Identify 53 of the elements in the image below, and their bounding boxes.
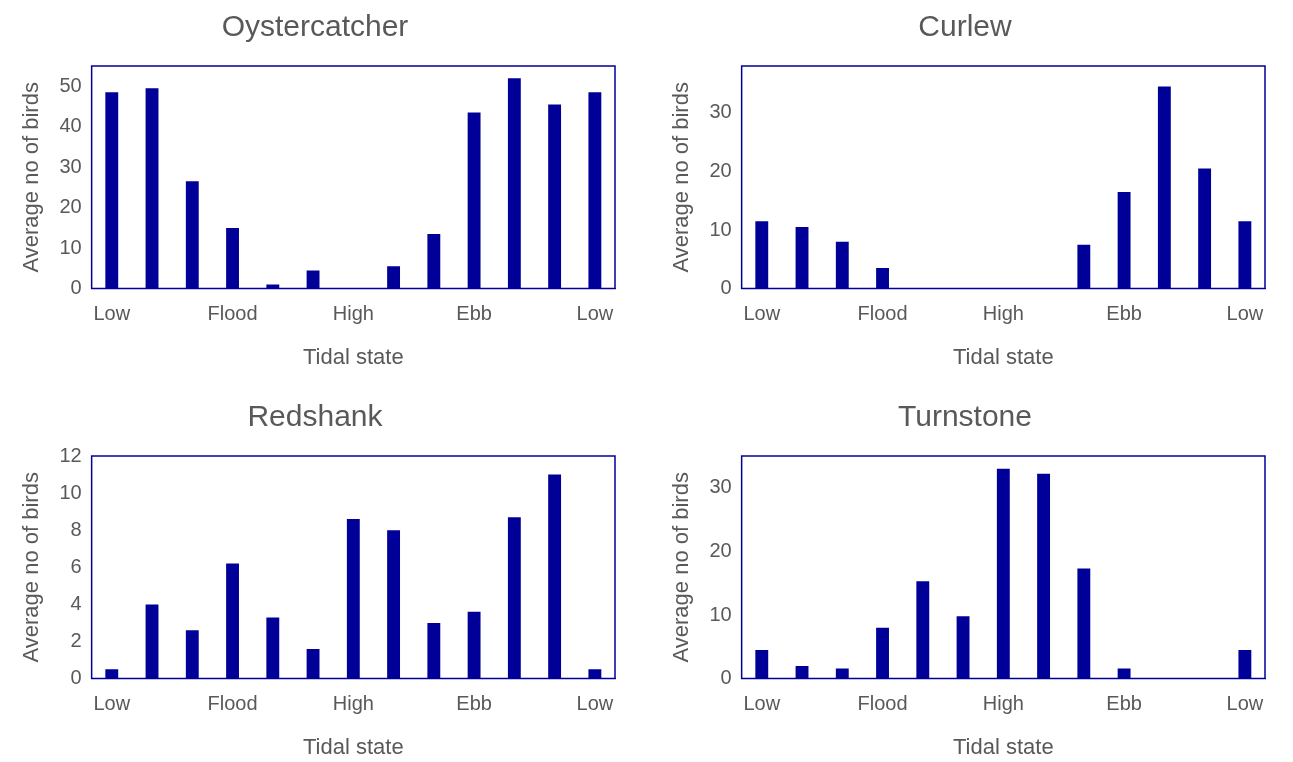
y-tick-label: 10	[59, 235, 82, 258]
chart-title: Oystercatcher	[221, 9, 409, 43]
x-tick-label: High	[982, 692, 1024, 715]
y-tick-label: 0	[720, 276, 732, 299]
x-tick-label: Ebb	[456, 302, 492, 325]
y-tick-label: 30	[709, 100, 732, 123]
x-tick-label: Ebb	[1106, 692, 1142, 715]
y-tick-label: 6	[70, 554, 82, 577]
y-tick-label: 8	[70, 517, 82, 540]
x-tick-label: Low	[743, 692, 781, 715]
x-tick-label: Low	[1226, 302, 1264, 325]
x-tick-label: Ebb	[1106, 302, 1142, 325]
y-tick-label: 2	[70, 629, 82, 652]
x-tick-label: Flood	[207, 302, 258, 325]
y-tick-label: 30	[59, 154, 82, 177]
x-axis-title: Tidal state	[302, 343, 404, 369]
x-tick-label: Low	[743, 302, 781, 325]
x-tick-label: Ebb	[456, 692, 492, 715]
y-tick-label: 20	[59, 195, 82, 218]
x-axis-title: Tidal state	[302, 733, 404, 759]
y-tick-label: 20	[709, 158, 732, 181]
x-tick-label: Flood	[207, 692, 258, 715]
chart-title: Redshank	[247, 399, 384, 433]
x-tick-label: Low	[576, 302, 614, 325]
x-tick-label: Low	[576, 692, 614, 715]
y-tick-label: 0	[70, 276, 82, 299]
x-tick-label: High	[982, 302, 1024, 325]
y-axis-title: Average no of birds	[18, 82, 44, 273]
y-tick-label: 10	[59, 480, 82, 503]
x-tick-label: Low	[93, 302, 131, 325]
y-tick-label: 10	[709, 217, 732, 240]
chart-title: Curlew	[918, 9, 1013, 43]
x-axis-title: Tidal state	[952, 343, 1054, 369]
x-tick-label: High	[332, 302, 374, 325]
y-tick-label: 0	[70, 666, 82, 689]
y-tick-label: 0	[720, 666, 732, 689]
x-tick-label: Flood	[857, 692, 908, 715]
y-tick-label: 20	[709, 538, 732, 561]
x-tick-label: Low	[1226, 692, 1264, 715]
y-axis-title: Average no of birds	[668, 472, 694, 663]
x-tick-label: High	[332, 692, 374, 715]
y-tick-label: 40	[59, 114, 82, 137]
y-tick-label: 50	[59, 73, 82, 96]
y-axis-title: Average no of birds	[18, 472, 44, 663]
x-tick-label: Low	[93, 692, 131, 715]
x-axis-title: Tidal state	[952, 733, 1054, 759]
x-tick-label: Flood	[857, 302, 908, 325]
y-tick-label: 4	[70, 591, 82, 614]
chart-title: Turnstone	[898, 399, 1032, 433]
y-tick-label: 30	[709, 475, 732, 498]
y-tick-label: 12	[59, 443, 82, 466]
y-tick-label: 10	[709, 602, 732, 625]
y-axis-title: Average no of birds	[668, 82, 694, 273]
